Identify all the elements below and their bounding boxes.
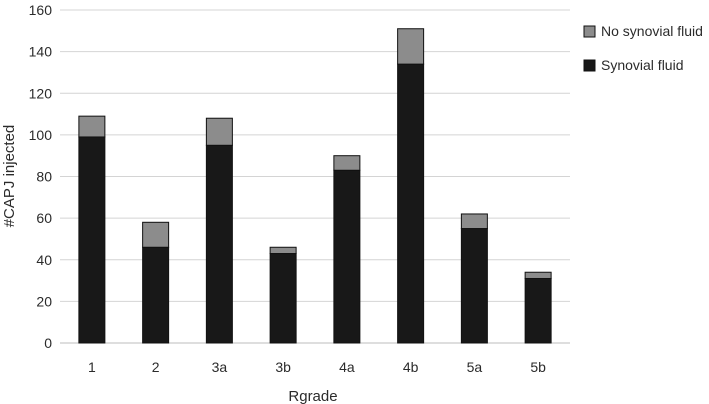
x-tick-label: 5a [467,359,483,375]
bar-segment [205,144,233,344]
y-tick-label: 0 [44,335,52,351]
legend-label: No synovial fluid [601,23,703,39]
bar-segment [269,246,297,255]
x-tick-label: 4b [403,359,419,375]
gridlines [60,9,570,344]
legend: No synovial fluid Synovial fluid [583,23,703,73]
legend-label: Synovial fluid [601,57,684,73]
y-tick-label: 120 [29,85,53,101]
x-axis-ticks: 1 2 3a 3b 4a 4b 5a 5b [88,359,546,375]
bar-segment [524,271,552,279]
y-tick-label: 80 [36,169,52,185]
bar-segment [142,246,170,344]
y-axis-title: #CAPJ injected [1,125,18,228]
y-tick-label: 20 [36,293,52,309]
x-tick-label: 5b [530,359,546,375]
bar-segment [142,221,170,248]
y-tick-label: 160 [29,2,53,18]
x-tick-label: 2 [152,359,160,375]
y-axis-ticks: 0 20 40 60 80 100 120 140 160 [29,2,53,351]
bar-segment [460,213,488,230]
bar-segment [205,117,233,146]
bar-segment [78,115,106,138]
x-tick-label: 3a [212,359,228,375]
bars [78,28,552,344]
legend-swatch [583,25,596,38]
bar-segment [397,28,425,65]
x-tick-label: 3b [275,359,291,375]
bar-segment [78,136,106,344]
y-tick-label: 140 [29,44,53,60]
bar-segment [460,228,488,344]
x-tick-label: 4a [339,359,355,375]
bar-segment [524,277,552,344]
bar-segment [333,155,361,171]
y-tick-label: 40 [36,252,52,268]
x-tick-label: 1 [88,359,96,375]
y-tick-label: 60 [36,210,52,226]
bar-segment [397,63,425,344]
legend-swatch [583,59,596,72]
x-axis-title: Rgrade [288,388,337,404]
bar-segment [269,253,297,344]
bar-segment [333,169,361,344]
y-tick-label: 100 [29,127,53,143]
